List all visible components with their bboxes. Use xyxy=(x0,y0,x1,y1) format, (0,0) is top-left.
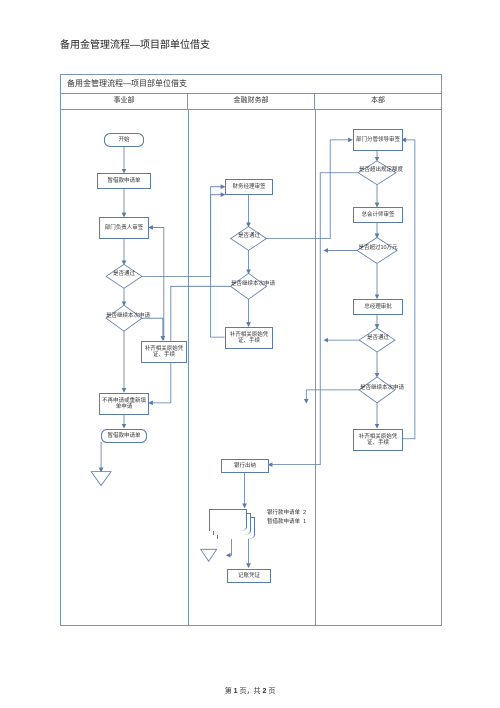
page-footer: 第 1 页，共 2 页 xyxy=(0,686,500,696)
footer-suffix: 页 xyxy=(268,688,275,695)
flowchart-body: 开始暂借款申请单部门负责人审签是否通过是否继续本次申请补齐相关原始凭证、手续不再… xyxy=(61,109,441,625)
flowchart-panel: 备用金管理流程—项目部单位借支 事业部 金融财务部 本部 xyxy=(60,74,442,626)
footer-current: 1 xyxy=(234,688,238,695)
legend-0-value: 2 xyxy=(303,510,306,516)
legend-1-value: 1 xyxy=(303,519,306,525)
lane-hq-header: 本部 xyxy=(315,93,441,109)
node-acct: 总会计师审签 xyxy=(353,207,403,223)
node-supp_hq: 补齐相关原始凭证、手续 xyxy=(353,429,403,451)
lane-biz-header: 事业部 xyxy=(61,93,188,109)
node-hq_lead: 部门分管领导审签 xyxy=(353,129,403,151)
page: 备用金管理流程—项目部单位借支 备用金管理流程—项目部单位借支 事业部 金融财务… xyxy=(0,0,500,708)
footer-mid: 页，共 xyxy=(240,688,261,695)
footer-prefix: 第 xyxy=(225,688,232,695)
lane-finance-header: 金融财务部 xyxy=(188,93,315,109)
panel-title: 备用金管理流程—项目部单位借支 xyxy=(61,75,441,94)
node-voucher: 记账凭证 xyxy=(227,569,271,583)
swimlane-header: 事业部 金融财务部 本部 xyxy=(61,93,441,110)
legend-1-label: 暂借款申请单 xyxy=(267,519,300,525)
doc-legend: 银行款申请单 2 暂借款申请单 1 xyxy=(267,509,306,527)
node-tri_fin xyxy=(61,109,441,625)
legend-0-label: 银行款申请单 xyxy=(267,510,300,516)
footer-total: 2 xyxy=(262,688,266,695)
document-title: 备用金管理流程—项目部单位借支 xyxy=(60,36,210,51)
node-gm: 总经理审批 xyxy=(353,299,403,315)
